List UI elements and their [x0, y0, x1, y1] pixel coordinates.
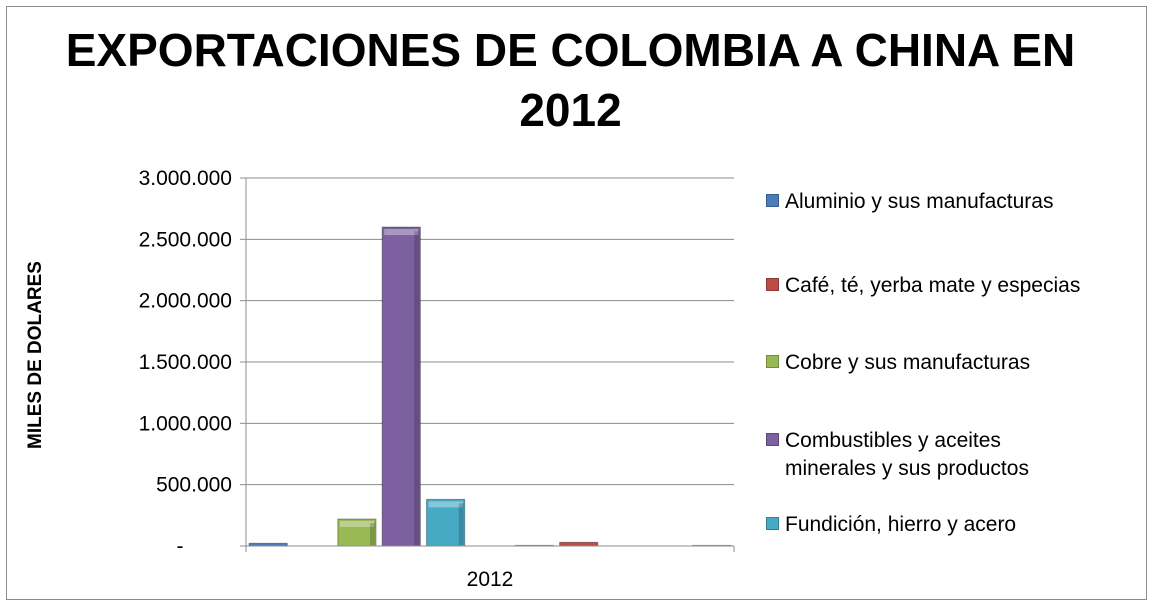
y-tick-label: 2.500.000	[139, 228, 232, 251]
bar-face	[337, 518, 377, 547]
x-axis-ticks: 2012	[467, 568, 514, 591]
bar-highlight	[428, 501, 463, 508]
legend-item-fundicion: Fundición, hierro y acero	[766, 511, 1016, 539]
legend-swatch	[766, 194, 779, 207]
legend-item-cafe: Café, té, yerba mate y especias	[766, 272, 1080, 300]
legend-swatch	[766, 278, 779, 291]
chart-area	[6, 6, 1147, 600]
x-tick-label: 2012	[467, 568, 514, 591]
legend-label: Combustibles y aceites minerales y sus p…	[785, 429, 1029, 480]
chart-title: EXPORTACIONES DE COLOMBIA A CHINA EN 201…	[0, 20, 1141, 140]
bar-shade	[414, 231, 420, 546]
y-tick-label: 1.000.000	[139, 412, 232, 435]
bar-face	[381, 226, 421, 547]
chart-title-line-1: EXPORTACIONES DE COLOMBIA A CHINA EN	[65, 24, 1076, 76]
bar-shade	[458, 503, 464, 545]
bar-face	[426, 498, 466, 547]
chart-title-line-2: 2012	[519, 84, 622, 136]
bars	[248, 226, 732, 547]
legend-swatch	[766, 355, 779, 368]
y-tick-label: 3.000.000	[139, 167, 232, 190]
legend-label: Café, té, yerba mate y especias	[785, 274, 1081, 297]
legend-item-combustibles: Combustibles y aceites minerales y sus p…	[766, 427, 1085, 483]
legend-item-cobre: Cobre y sus manufacturas	[766, 349, 1030, 377]
y-tick-label: 1.500.000	[139, 351, 232, 374]
bar-highlight	[384, 229, 419, 236]
y-axis-ticks: - 500.000 1.000.000 1.500.000 2.000.000 2.500…	[139, 167, 246, 558]
y-tick-label: -	[177, 535, 184, 558]
bar-shade	[369, 523, 375, 545]
bar-highlight	[339, 521, 374, 528]
bar	[381, 226, 421, 547]
legend-swatch	[766, 433, 779, 446]
bar	[426, 498, 466, 547]
axes	[245, 178, 735, 552]
bar	[559, 541, 599, 547]
legend-label: Cobre y sus manufacturas	[785, 351, 1031, 374]
bar	[337, 518, 377, 547]
gridlines	[246, 177, 734, 486]
legend-label: Fundición, hierro y acero	[785, 513, 1017, 536]
legend-swatch	[766, 517, 779, 530]
y-tick-label: 500.000	[156, 474, 232, 497]
y-tick-label: 2.000.000	[139, 290, 232, 313]
legend-item-aluminio: Aluminio y sus manufacturas	[766, 188, 1053, 216]
bar-face	[559, 541, 599, 547]
legend-label: Aluminio y sus manufacturas	[785, 190, 1054, 213]
